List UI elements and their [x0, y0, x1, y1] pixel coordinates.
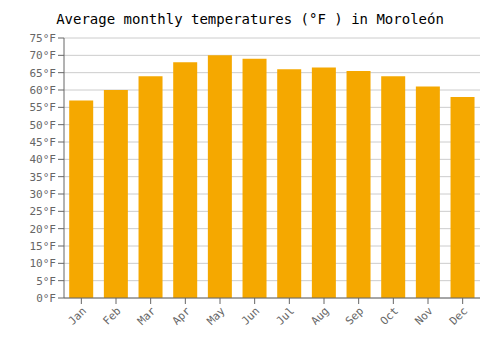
svg-text:60°F: 60°F: [30, 84, 57, 97]
svg-text:45°F: 45°F: [30, 136, 57, 149]
svg-text:Feb: Feb: [100, 304, 123, 327]
svg-text:10°F: 10°F: [30, 257, 57, 270]
svg-text:20°F: 20°F: [30, 223, 57, 236]
svg-text:Apr: Apr: [170, 304, 194, 328]
svg-text:Aug: Aug: [308, 304, 331, 327]
svg-text:May: May: [204, 304, 228, 328]
html-text:Average monthly temperatures (: Average monthly temperatures (°F ) in Mo…: [56, 11, 444, 27]
svg-text:25°F: 25°F: [30, 205, 57, 218]
svg-text:65°F: 65°F: [30, 67, 57, 80]
svg-text:Jun: Jun: [239, 304, 262, 327]
svg-text:40°F: 40°F: [30, 153, 57, 166]
svg-text:50°F: 50°F: [30, 119, 57, 132]
svg-text:5°F: 5°F: [36, 275, 56, 288]
svg-text:Jan: Jan: [66, 304, 89, 327]
svg-text:Mar: Mar: [135, 304, 159, 328]
svg-text:Jul: Jul: [274, 304, 297, 327]
svg-text:55°F: 55°F: [30, 101, 57, 114]
svg-text:35°F: 35°F: [30, 171, 57, 184]
svg-text:70°F: 70°F: [30, 49, 57, 62]
svg-text:75°F: 75°F: [30, 32, 57, 45]
svg-text:Dec: Dec: [447, 304, 470, 327]
svg-text:Sep: Sep: [343, 304, 366, 327]
svg-text:0°F: 0°F: [36, 292, 56, 305]
svg-text:15°F: 15°F: [30, 240, 57, 253]
svg-text:30°F: 30°F: [30, 188, 57, 201]
svg-text:Oct: Oct: [378, 304, 401, 327]
svg-text:Nov: Nov: [412, 304, 436, 328]
